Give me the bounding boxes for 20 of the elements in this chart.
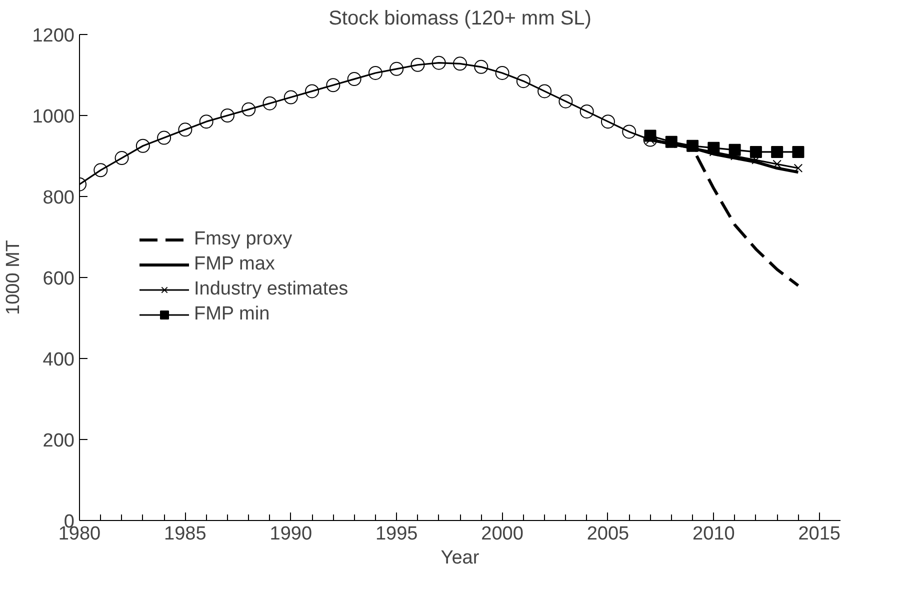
x-tick-label: 2010: [692, 524, 735, 544]
chart-title: Stock biomass (120+ mm SL): [328, 8, 592, 30]
x-tick-label: 1990: [270, 524, 312, 544]
y-tick-label: 800: [42, 188, 74, 208]
y-tick-label: 400: [42, 350, 74, 370]
x-tick-label: 2000: [481, 524, 524, 544]
legend-label: Industry estimates: [194, 278, 348, 300]
y-tick-label: 200: [42, 430, 74, 452]
y-tick-label: 1000: [32, 106, 75, 128]
x-tick-label: 1985: [164, 524, 206, 544]
y-tick-label: 600: [42, 268, 74, 290]
legend-label: FMP min: [194, 304, 270, 326]
x-axis-title: Year: [440, 548, 480, 568]
x-tick-label: 1995: [375, 524, 418, 544]
legend-label: Fmsy proxy: [194, 228, 292, 250]
x-tick-label: 2005: [586, 524, 630, 544]
y-tick-label: 1200: [32, 26, 75, 46]
x-tick-label: 2015: [798, 524, 841, 544]
y-axis-title: 1000 MT: [3, 240, 24, 315]
legend-label: FMP max: [194, 254, 275, 276]
